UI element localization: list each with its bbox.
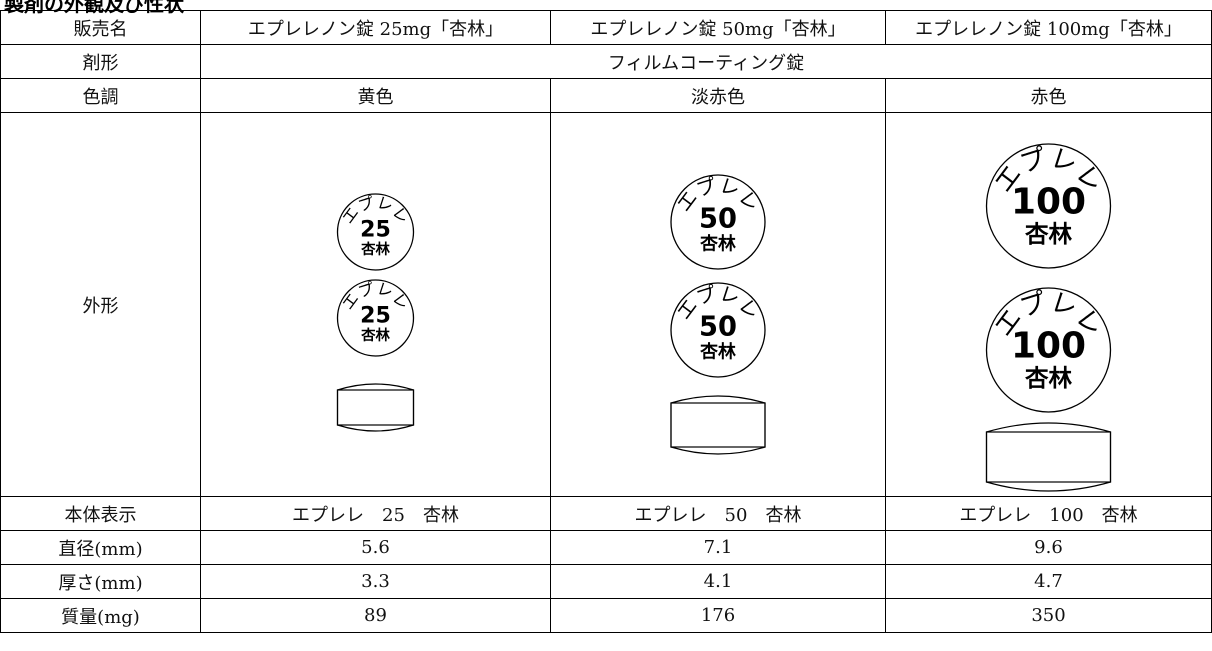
row-header: 色調 xyxy=(0,78,201,113)
tablet-side xyxy=(336,383,415,432)
tablet-side-band xyxy=(670,402,766,448)
cell: 5.6 xyxy=(200,530,551,565)
tablet-side-band xyxy=(985,431,1112,483)
imprint-maker: 杏林 xyxy=(699,340,736,362)
cell: エプレレノン錠 25mg「杏林」 xyxy=(200,10,551,45)
imprint-number: 25 xyxy=(360,304,391,329)
cell: エプレレ 25 杏林 xyxy=(200,496,551,531)
appearance-cell: エプレレ 50 杏林 エプレレ 50 杏林 xyxy=(550,112,886,497)
cell: エプレレ 100 杏林 xyxy=(885,496,1212,531)
row-header: 質量(mg) xyxy=(0,598,201,633)
tablet-outline xyxy=(336,193,415,271)
imprint-maker: 杏林 xyxy=(1025,364,1073,392)
tablet-outline xyxy=(336,279,415,357)
imprint-number: 50 xyxy=(699,312,737,343)
cell: エプレレ 50 杏林 xyxy=(550,496,886,531)
cell: 4.7 xyxy=(885,564,1212,599)
tablet-side-band xyxy=(336,389,415,426)
cell: エプレレノン錠 100mg「杏林」 xyxy=(885,10,1212,45)
cell: 176 xyxy=(550,598,886,633)
tablet-outline xyxy=(670,174,766,270)
cell: 7.1 xyxy=(550,530,886,565)
tablet-outline xyxy=(985,143,1112,269)
table-row: 本体表示 エプレレ 25 杏林 エプレレ 50 杏林 エプレレ 100 杏林 xyxy=(0,496,1212,531)
appearance-cell: エプレレ 100 杏林 エプレレ 100 杏林 xyxy=(885,112,1212,497)
imprint-number: 100 xyxy=(1011,181,1086,222)
row-header: 本体表示 xyxy=(0,496,201,531)
row-header: 剤形 xyxy=(0,44,201,79)
appearance-cell: エプレレ 25 杏林 エプレレ 25 杏林 xyxy=(200,112,551,497)
table-row: 剤形 フィルムコーティング錠 xyxy=(0,44,1212,79)
imprint-maker: 杏林 xyxy=(360,326,390,344)
imprint-maker: 杏林 xyxy=(1025,220,1073,248)
table-row: 販売名 エプレレノン錠 25mg「杏林」 エプレレノン錠 50mg「杏林」 エプレレノ… xyxy=(0,10,1212,45)
tablet-outline xyxy=(670,282,766,378)
imprint-maker: 杏林 xyxy=(360,240,390,258)
spec-table: 販売名 エプレレノン錠 25mg「杏林」 エプレレノン錠 50mg「杏林」 エプレレノ… xyxy=(0,10,1212,633)
imprint-maker: 杏林 xyxy=(699,232,736,254)
tablet-side xyxy=(670,395,766,455)
tablet-side xyxy=(985,422,1112,492)
cell: エプレレノン錠 50mg「杏林」 xyxy=(550,10,886,45)
row-header: 販売名 xyxy=(0,10,201,45)
cell: 9.6 xyxy=(885,530,1212,565)
cell: 350 xyxy=(885,598,1212,633)
cell: 赤色 xyxy=(885,78,1212,113)
cell: 淡赤色 xyxy=(550,78,886,113)
table-row: 色調 黄色 淡赤色 赤色 xyxy=(0,78,1212,113)
table-row: 質量(mg) 89 176 350 xyxy=(0,598,1212,633)
table-row: 外形 エプレレ 25 杏林 エプレレ 25 杏林 エプレレ 50 杏林 エプレレ 50 杏林 エプレレ 10… xyxy=(0,112,1212,497)
table-row: 厚さ(mm) 3.3 4.1 4.7 xyxy=(0,564,1212,599)
tablet-outline xyxy=(985,287,1112,413)
imprint-number: 100 xyxy=(1011,325,1086,366)
cell: 3.3 xyxy=(200,564,551,599)
row-header: 厚さ(mm) xyxy=(0,564,201,599)
cell: 4.1 xyxy=(550,564,886,599)
row-header: 直径(mm) xyxy=(0,530,201,565)
cell: 黄色 xyxy=(200,78,551,113)
cell: 89 xyxy=(200,598,551,633)
imprint-number: 50 xyxy=(699,204,737,235)
imprint-number: 25 xyxy=(360,218,391,243)
row-header: 外形 xyxy=(0,112,201,497)
cell: フィルムコーティング錠 xyxy=(200,44,1212,79)
table-row: 直径(mm) 5.6 7.1 9.6 xyxy=(0,530,1212,565)
